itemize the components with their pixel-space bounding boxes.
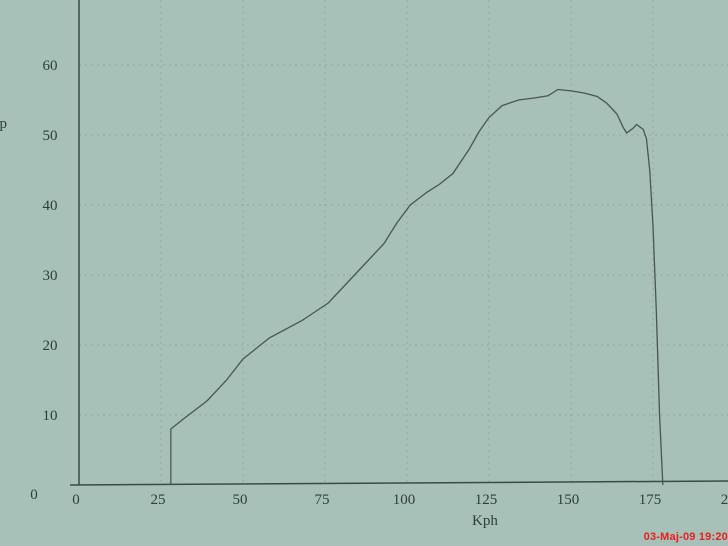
x-tick-label: 175 <box>639 492 662 508</box>
y-tick-label: 60 <box>43 58 58 74</box>
y-tick-label: 10 <box>43 408 58 424</box>
x-tick-label: 25 <box>151 492 166 508</box>
y-tick-label: 70 <box>43 0 58 4</box>
power-curve-line <box>170 88 664 486</box>
y-axis-label: hp <box>0 116 7 132</box>
camera-timestamp: 03-Maj-09 19:20 <box>643 531 728 543</box>
grid <box>79 0 728 485</box>
x-tick-label: 150 <box>557 492 580 508</box>
x-tick-labels: 0 25 50 75 100 125 150 175 200 <box>72 492 728 508</box>
x-tick-label: 50 <box>233 492 248 508</box>
x-tick-label: 200 <box>721 492 728 508</box>
x-tick-label: 125 <box>475 492 498 508</box>
x-axis-label: Kph <box>472 513 498 529</box>
y-tick-label: 40 <box>43 198 58 214</box>
x-axis <box>69 480 728 486</box>
x-tick-label: 75 <box>315 492 330 508</box>
y-tick-label: 50 <box>43 128 58 144</box>
y-tick-label: 20 <box>43 338 58 354</box>
y-tick-label: 0 <box>30 487 38 503</box>
x-tick-label: 0 <box>72 492 80 508</box>
y-tick-label: 30 <box>43 268 58 284</box>
y-tick-labels: 0 10 20 30 40 50 60 70 <box>30 0 57 503</box>
x-tick-label: 100 <box>393 492 416 508</box>
